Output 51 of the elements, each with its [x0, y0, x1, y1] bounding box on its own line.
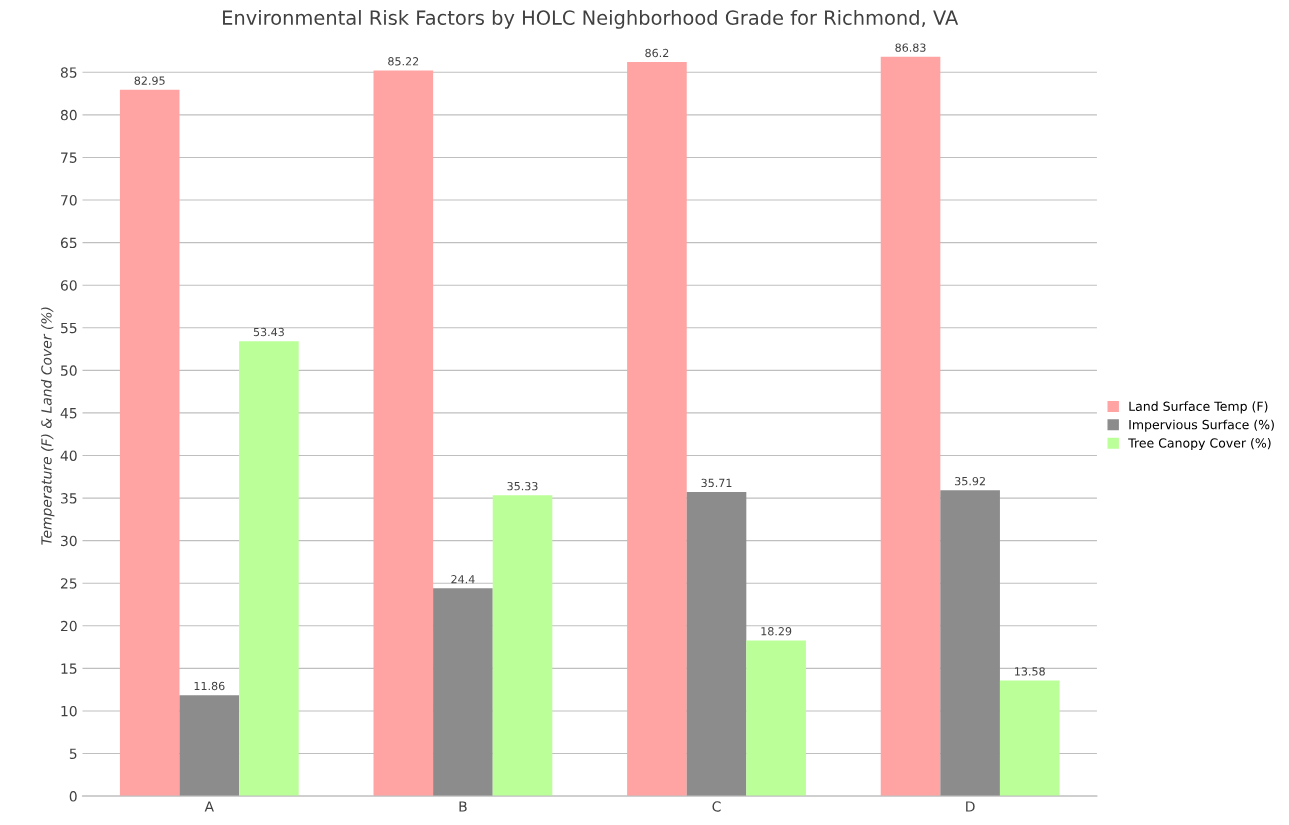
bar [686, 492, 747, 797]
x-tick-label: D [966, 801, 975, 812]
data-label: 18.29 [761, 627, 792, 636]
legend-label: Impervious Surface (%) [1129, 419, 1274, 432]
y-tick-label: 20 [60, 620, 77, 632]
x-tick-label: C [712, 801, 721, 812]
y-tick-label: 15 [61, 663, 77, 674]
bar [880, 56, 941, 797]
y-tick-label: 65 [60, 237, 77, 249]
bar [940, 490, 1000, 797]
y-tick-label: 85 [60, 67, 77, 78]
y-tick-label: 10 [61, 705, 77, 717]
legend-label: Land Surface Temp (F) [1129, 401, 1268, 414]
legend-label: Tree Canopy Cover (%) [1128, 438, 1271, 451]
y-tick-label: 60 [60, 280, 77, 291]
y-tick-label: 50 [61, 365, 77, 376]
data-label: 11.86 [194, 681, 225, 691]
y-tick-label: 0 [69, 791, 77, 802]
y-tick-label: 35 [61, 493, 77, 504]
y-tick-label: 25 [60, 578, 77, 589]
data-label: 13.58 [1015, 667, 1045, 676]
y-tick-label: 80 [60, 109, 77, 121]
y-tick-label: 70 [61, 195, 77, 206]
bar [627, 62, 687, 797]
y-tick-label: 45 [60, 408, 77, 419]
bar [746, 640, 806, 797]
bar [433, 588, 493, 797]
data-label: 24.4 [451, 575, 475, 584]
bar [119, 89, 180, 797]
x-tick-label: A [204, 801, 214, 812]
chart-title: Environmental Risk Factors by HOLC Neighborhood Grade for Richmond, VA [223, 9, 959, 29]
data-label: 85.22 [388, 57, 419, 66]
data-label: 86.2 [645, 48, 669, 58]
x-tick-label: B [459, 801, 467, 812]
data-label: 86.83 [895, 43, 926, 52]
y-axis-title: Temperature (F) & Land Cover (%) [40, 307, 55, 545]
y-tick-label: 5 [69, 748, 77, 760]
bar [373, 70, 434, 797]
y-tick-label: 55 [61, 322, 77, 334]
data-label: 82.95 [134, 76, 165, 85]
data-label: 35.33 [507, 481, 538, 491]
data-label: 35.71 [701, 478, 732, 488]
y-tick-label: 75 [61, 152, 77, 163]
bar [179, 695, 240, 797]
bar [239, 341, 299, 797]
data-label: 53.43 [253, 327, 284, 337]
bar [999, 680, 1060, 797]
bar [492, 495, 553, 797]
data-label: 35.92 [955, 476, 985, 486]
y-tick-label: 30 [61, 535, 77, 547]
y-tick-label: 40 [60, 450, 77, 461]
